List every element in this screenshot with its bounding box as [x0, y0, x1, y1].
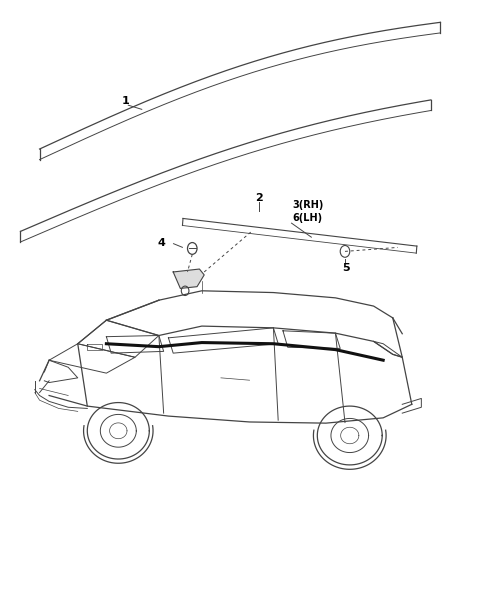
Text: 5: 5 — [343, 263, 350, 273]
Polygon shape — [173, 269, 204, 288]
Text: 2: 2 — [255, 193, 263, 203]
Text: 6(LH): 6(LH) — [292, 213, 323, 223]
Text: 4: 4 — [157, 238, 165, 248]
Text: 3(RH): 3(RH) — [292, 200, 324, 210]
Text: 1: 1 — [121, 96, 129, 106]
